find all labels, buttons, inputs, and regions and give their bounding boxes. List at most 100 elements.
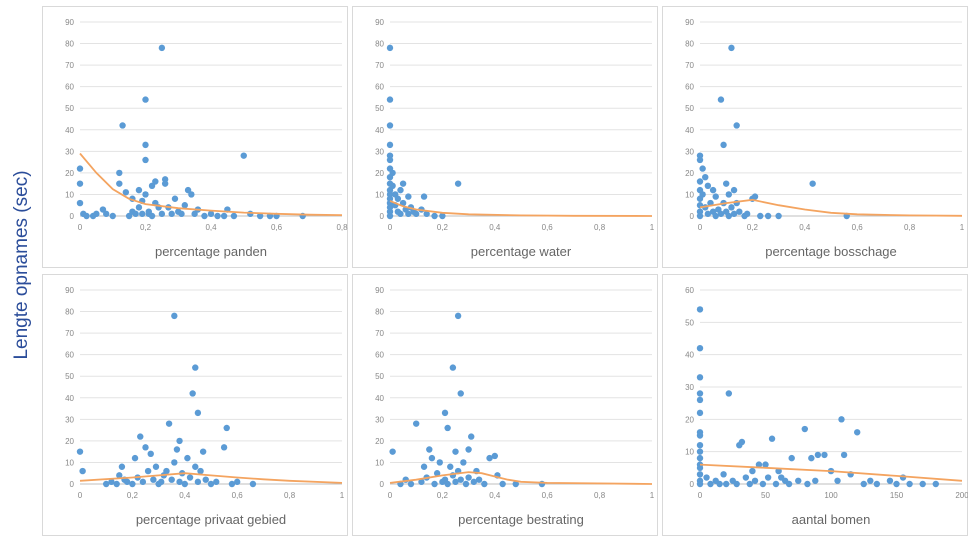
data-point — [116, 472, 123, 479]
data-point — [899, 474, 907, 481]
data-point — [854, 429, 861, 436]
y-tick-label: 10 — [65, 458, 74, 467]
y-tick-label: 60 — [65, 83, 74, 92]
data-point — [699, 191, 706, 198]
data-point — [171, 459, 178, 466]
data-point — [454, 180, 462, 187]
x-tick-label: 0,8 — [904, 223, 916, 232]
data-point — [165, 420, 173, 427]
x-tick-label: 200 — [955, 491, 968, 500]
x-tick-label: 0,6 — [271, 223, 283, 232]
data-point — [93, 210, 100, 218]
data-point — [723, 480, 730, 488]
y-tick-label: 80 — [65, 40, 74, 49]
data-point — [188, 191, 195, 198]
data-point — [76, 199, 84, 207]
data-point — [201, 212, 208, 220]
chart-panel-panden: 0 10 20 30 40 50 60 70 80 90 0 0,2 0,4 0,6 0,8 percenta… — [42, 6, 348, 268]
data-point — [699, 165, 706, 172]
y-tick-label: 10 — [375, 190, 384, 199]
data-point — [457, 390, 464, 397]
data-point — [717, 210, 725, 218]
data-point — [116, 180, 123, 187]
data-point — [137, 433, 144, 440]
data-point — [139, 210, 146, 218]
x-axis-title: percentage water — [471, 244, 572, 259]
x-tick-label: 0,2 — [437, 223, 449, 232]
panel-frame — [662, 274, 968, 536]
y-tick-label: 60 — [65, 351, 74, 360]
data-point — [733, 122, 740, 129]
y-tick-label: 50 — [685, 104, 694, 113]
data-point — [431, 212, 438, 220]
data-point — [712, 212, 719, 220]
data-point — [131, 454, 139, 462]
y-tick-label: 60 — [685, 286, 694, 295]
data-point — [795, 477, 802, 484]
data-point — [696, 480, 704, 488]
y-tick-label: 60 — [685, 83, 694, 92]
data-point — [725, 191, 733, 198]
data-point — [142, 96, 149, 103]
y-tick-label: 0 — [70, 480, 75, 489]
x-tick-label: 100 — [824, 491, 838, 500]
data-point — [181, 480, 188, 488]
y-tick-label: 80 — [375, 308, 384, 317]
data-point — [762, 461, 769, 468]
data-point — [79, 467, 86, 475]
x-tick-label: 1 — [650, 223, 655, 232]
data-point — [720, 141, 727, 149]
data-point — [696, 448, 704, 455]
scatter-chart: 0 10 20 30 40 50 60 70 80 90 0 0,2 0,4 0,6 0,8 1 percent… — [352, 6, 658, 268]
data-point — [441, 409, 449, 417]
scatter-chart: 0 10 20 30 40 50 60 70 80 90 0 0,2 0,4 0,6 0,8 1 percent… — [662, 6, 968, 268]
y-tick-label: 40 — [65, 126, 74, 135]
data-point — [702, 174, 709, 181]
data-point — [730, 210, 738, 218]
data-point — [247, 210, 254, 218]
data-point — [457, 476, 464, 483]
data-point — [405, 193, 412, 200]
y-tick-label: 70 — [65, 329, 74, 338]
y-tick-label: 90 — [685, 18, 694, 27]
data-point — [704, 210, 712, 218]
data-point — [728, 204, 735, 211]
scatter-chart: 0 10 20 30 40 50 60 70 80 90 0 0,2 0,4 0,6 0,8 1 percent… — [352, 274, 658, 536]
y-tick-label: 50 — [375, 104, 384, 113]
chart-panel-privaat-gebied: 0 10 20 30 40 50 60 70 80 90 0 0,2 0,4 0,6 0,8 1 percent… — [42, 274, 348, 536]
x-axis-title: aantal bomen — [792, 512, 871, 527]
x-tick-label: 0,8 — [284, 491, 296, 500]
data-point — [730, 186, 738, 194]
data-point — [703, 474, 710, 481]
data-point — [171, 195, 179, 202]
data-point — [707, 480, 714, 488]
data-point — [249, 480, 257, 488]
data-point — [386, 122, 394, 129]
data-point — [838, 416, 845, 423]
x-tick-label: 0 — [388, 223, 393, 232]
data-point — [199, 448, 207, 455]
y-tick-label: 60 — [375, 83, 384, 92]
data-point — [173, 446, 181, 453]
data-point — [103, 480, 110, 488]
panel-frame — [42, 274, 348, 536]
x-tick-label: 0,4 — [489, 223, 501, 232]
data-point — [439, 212, 446, 220]
data-point — [181, 202, 188, 209]
data-point — [184, 454, 191, 462]
x-tick-label: 0,6 — [852, 223, 864, 232]
data-point — [240, 152, 247, 159]
data-point — [418, 478, 425, 486]
data-point — [462, 480, 470, 488]
y-tick-label: 50 — [375, 372, 384, 381]
data-point — [152, 178, 159, 185]
data-point — [142, 191, 149, 198]
y-tick-label: 40 — [375, 394, 384, 403]
data-point — [712, 193, 719, 200]
data-point — [886, 477, 894, 484]
data-point — [436, 459, 443, 466]
data-point — [161, 180, 169, 187]
data-point — [764, 212, 772, 220]
data-point — [444, 480, 451, 488]
data-point — [147, 450, 154, 458]
